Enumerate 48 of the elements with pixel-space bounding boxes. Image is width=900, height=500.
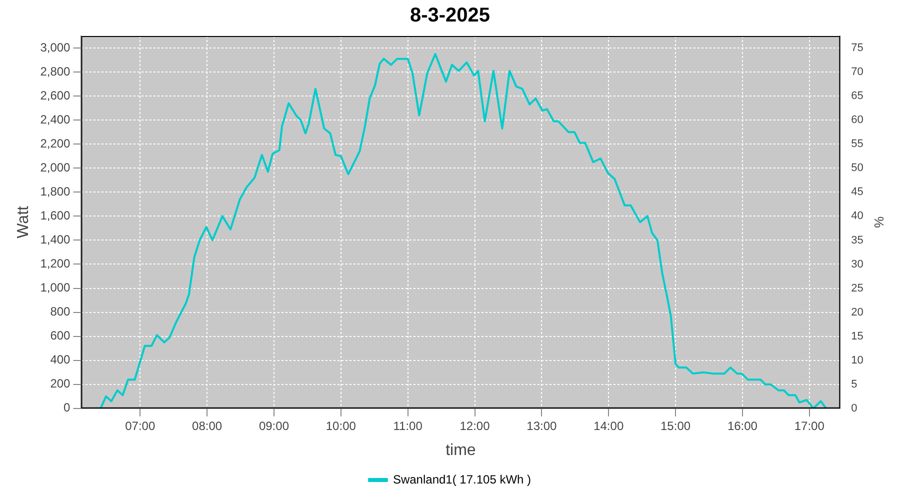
y-tick-label: 2,200 [40,136,71,150]
legend-label: Swanland1( 17.105 kWh ) [392,472,532,486]
y-tick-label: 2,800 [40,64,71,78]
y2-tick-label: 20 [851,306,864,318]
y2-tick-label: 45 [851,186,864,198]
y-tick-label: 2,400 [40,112,71,126]
y-tick-label: 2,600 [40,88,71,102]
y2-tick-label: 10 [851,354,864,366]
x-tick-label: 17:00 [794,418,825,433]
chart-title: 8-3-2025 [410,4,490,27]
y-tick-label: 1,400 [40,232,71,247]
x-tick-label: 16:00 [727,418,758,433]
y-tick-label: 400 [50,352,71,367]
x-tick-label: 13:00 [526,418,558,433]
y2-tick-label: 50 [851,162,864,174]
x-tick-label: 07:00 [125,418,156,433]
x-tick-label: 09:00 [258,418,290,433]
y-tick-label: 0 [64,400,71,415]
y2-tick-label: 75 [851,42,864,54]
x-tick-label: 08:00 [192,418,222,433]
x-tick-label: 10:00 [326,418,356,433]
y-tick-label: 800 [50,304,71,319]
y2-tick-label: 15 [851,330,864,342]
x-tick-label: 11:00 [393,418,423,433]
x-tick-label: 15:00 [660,418,691,433]
y-tick-label: 2,000 [40,160,71,174]
y-tick-label: 1,600 [40,208,71,223]
y2-axis-title: % [872,216,887,228]
y2-tick-label: 40 [851,210,864,222]
y2-tick-label: 30 [851,258,864,270]
x-axis-title: time [446,442,476,459]
x-tick-label: 14:00 [594,418,624,433]
y-tick-label: 1,800 [40,184,71,198]
y2-tick-label: 60 [851,114,864,126]
y2-tick-label: 55 [851,138,864,150]
y-tick-label: 1,200 [40,256,71,271]
y-tick-label: 200 [50,376,71,391]
y2-tick-label: 0 [851,402,858,414]
x-tick-label: 12:00 [460,418,490,433]
y-tick-label: 600 [50,328,71,343]
y2-tick-label: 35 [851,234,864,246]
y2-tick-label: 65 [851,90,864,102]
y-tick-label: 1,000 [40,280,71,295]
y2-tick-label: 70 [851,66,864,78]
y2-tick-label: 25 [851,282,864,294]
y-tick-label: 3,000 [40,40,71,54]
y-axis-title: Watt [15,205,32,238]
y2-tick-label: 5 [851,378,858,390]
